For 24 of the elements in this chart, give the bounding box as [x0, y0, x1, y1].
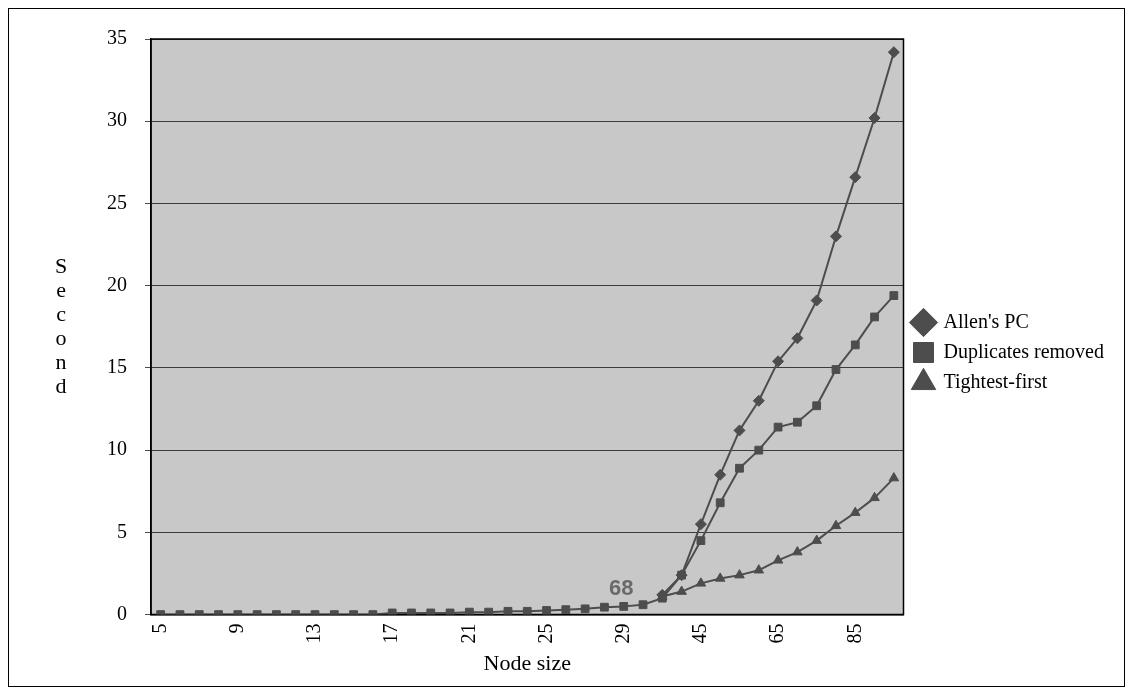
x-axis-title: Node size — [483, 649, 571, 675]
x-tick-label: 17 — [379, 623, 402, 644]
y-tick-label: 5 — [117, 519, 127, 542]
x-tick-label: 21 — [456, 623, 479, 644]
y-tick-label: 35 — [107, 26, 127, 49]
x-tick-label: 85 — [842, 623, 865, 644]
x-tick-label: 65 — [765, 623, 788, 644]
y-tick-label: 0 — [117, 601, 127, 624]
legend-label: Tightest-first — [943, 369, 1048, 393]
y-tick-label: 20 — [107, 272, 127, 295]
x-tick-label: 5 — [147, 623, 170, 634]
y-tick-label: 10 — [107, 437, 127, 460]
x-tick-label: 45 — [688, 623, 711, 644]
y-tick-label: 15 — [107, 355, 127, 378]
y-axis-title: Second — [54, 252, 68, 398]
y-tick-label: 25 — [107, 190, 127, 213]
y-tick-label: 30 — [107, 108, 127, 131]
legend-label: Duplicates removed — [943, 339, 1104, 363]
x-tick-label: 9 — [225, 623, 248, 634]
legend-label: Allen's PC — [943, 309, 1029, 332]
x-tick-label: 25 — [533, 623, 556, 644]
x-tick-label: 29 — [610, 623, 633, 644]
x-tick-label: 13 — [302, 623, 325, 644]
annotation: 68 — [609, 574, 634, 600]
